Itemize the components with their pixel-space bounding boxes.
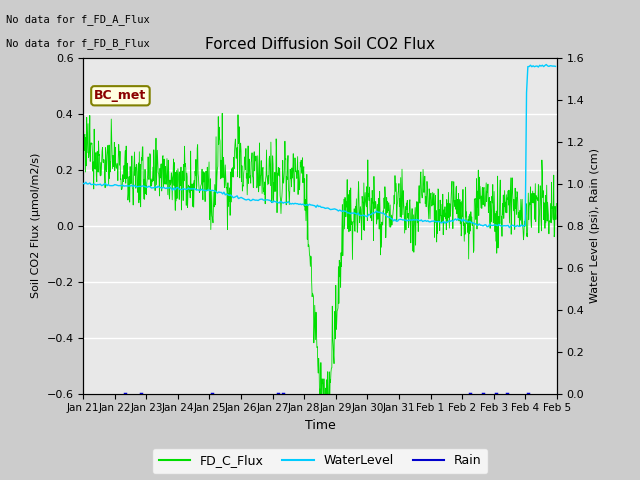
- Legend: FD_C_Flux, WaterLevel, Rain: FD_C_Flux, WaterLevel, Rain: [152, 448, 488, 474]
- X-axis label: Time: Time: [305, 419, 335, 432]
- Text: No data for f_FD_A_Flux: No data for f_FD_A_Flux: [6, 14, 150, 25]
- Title: Forced Diffusion Soil CO2 Flux: Forced Diffusion Soil CO2 Flux: [205, 37, 435, 52]
- Text: No data for f_FD_B_Flux: No data for f_FD_B_Flux: [6, 38, 150, 49]
- Text: BC_met: BC_met: [94, 89, 147, 102]
- Y-axis label: Water Level (psi), Rain (cm): Water Level (psi), Rain (cm): [590, 148, 600, 303]
- Y-axis label: Soil CO2 Flux (μmol/m2/s): Soil CO2 Flux (μmol/m2/s): [31, 153, 41, 298]
